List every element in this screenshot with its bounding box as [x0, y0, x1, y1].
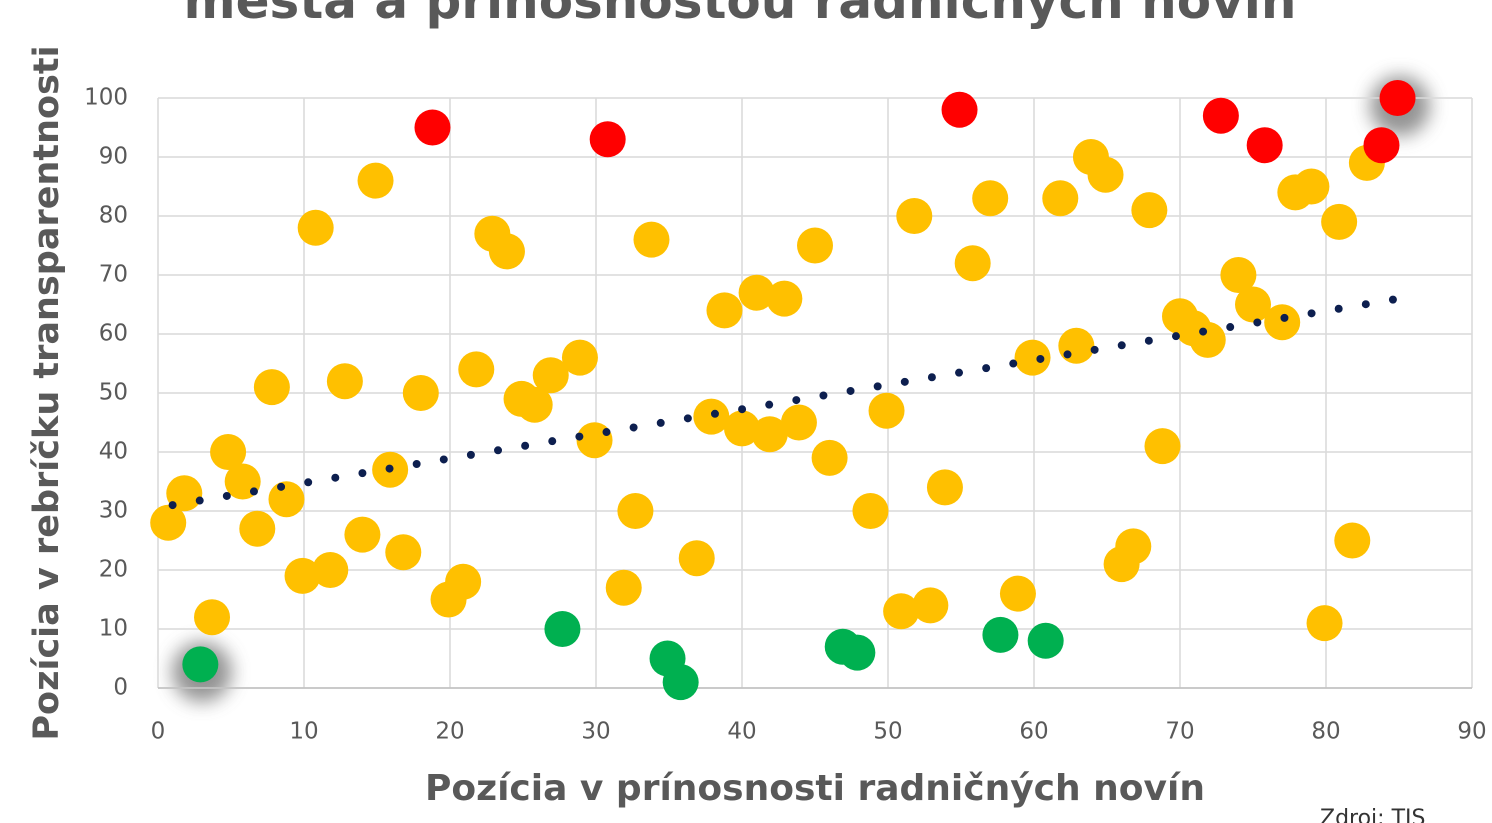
y-tick-label: 90 — [99, 144, 128, 170]
point — [544, 611, 581, 647]
point — [605, 569, 642, 606]
point — [868, 392, 905, 429]
point — [576, 422, 613, 459]
point — [268, 481, 305, 518]
y-tick-label: 50 — [99, 380, 128, 406]
point — [1202, 97, 1239, 134]
point — [589, 121, 626, 158]
point — [297, 209, 334, 246]
x-tick-label: 30 — [581, 719, 610, 745]
y-tick-label: 10 — [99, 616, 128, 642]
point — [1306, 605, 1343, 642]
point — [458, 351, 495, 388]
point — [326, 363, 363, 400]
point — [693, 398, 730, 435]
point — [344, 516, 381, 553]
point — [912, 587, 949, 624]
chart-title: mesta a prínosnosťou radničných novín — [184, 0, 1297, 30]
point — [210, 434, 247, 470]
point — [414, 109, 451, 146]
x-tick-label: 40 — [727, 719, 756, 745]
point — [1042, 180, 1079, 217]
point — [253, 369, 290, 406]
point — [1379, 80, 1416, 116]
point — [239, 510, 276, 547]
point — [941, 91, 978, 128]
point — [1189, 321, 1226, 358]
point — [797, 227, 833, 264]
y-tick-label: 60 — [99, 321, 128, 347]
point — [678, 540, 715, 577]
point — [839, 634, 876, 671]
x-tick-label: 50 — [873, 719, 902, 745]
point — [738, 274, 775, 311]
point — [780, 404, 817, 441]
point — [312, 552, 349, 588]
point — [662, 664, 699, 701]
point — [883, 593, 920, 630]
point — [852, 493, 889, 529]
y-axis-label: Pozícia v rebríčku transparentnosti — [27, 45, 67, 740]
point — [488, 233, 525, 270]
source: Zdroj: TIS — [1320, 806, 1425, 823]
point — [1131, 192, 1168, 229]
point — [954, 245, 991, 282]
point — [1334, 522, 1371, 559]
point — [896, 198, 933, 234]
point — [150, 504, 187, 541]
point — [402, 375, 439, 411]
y-tick-label: 80 — [99, 203, 128, 229]
point — [926, 469, 963, 506]
point — [1293, 168, 1330, 205]
point — [811, 439, 848, 476]
point — [1058, 327, 1095, 364]
point — [1363, 127, 1400, 164]
y-tick-label: 20 — [99, 557, 128, 583]
point — [445, 563, 482, 600]
x-tick-label: 0 — [151, 719, 166, 745]
point — [766, 280, 803, 317]
x-tick-label: 70 — [1165, 719, 1194, 745]
y-tick-label: 40 — [99, 439, 128, 465]
x-tick-label: 80 — [1311, 719, 1340, 745]
point — [1027, 622, 1064, 659]
point — [385, 534, 422, 571]
marks — [150, 80, 1416, 701]
point — [284, 557, 321, 594]
y-tick-label: 70 — [99, 262, 128, 288]
point — [532, 357, 569, 394]
point — [516, 386, 553, 423]
point — [182, 646, 219, 683]
point — [1235, 286, 1271, 323]
x-tick-label: 20 — [435, 719, 464, 745]
point — [1087, 156, 1124, 193]
point — [357, 162, 394, 199]
x-axis-label: Pozícia v prínosnosti radničných novín — [425, 768, 1205, 809]
y-tick-label: 100 — [84, 85, 128, 111]
x-tick-label: 60 — [1019, 719, 1048, 745]
y-tick-label: 0 — [113, 675, 128, 701]
point — [1264, 304, 1301, 341]
point — [1014, 339, 1051, 376]
x-tick-label: 10 — [289, 719, 318, 745]
point — [751, 416, 788, 453]
point — [972, 180, 1009, 217]
y-tick-label: 30 — [99, 498, 128, 524]
x-tick-label: 90 — [1457, 719, 1486, 745]
point — [999, 575, 1036, 612]
point — [617, 493, 654, 529]
point — [1220, 257, 1257, 293]
point — [1321, 203, 1358, 240]
point — [1115, 528, 1152, 565]
point — [1144, 428, 1181, 465]
point — [982, 616, 1019, 653]
point — [561, 339, 598, 376]
point — [724, 410, 760, 447]
point — [633, 221, 670, 258]
point — [706, 292, 743, 329]
point — [194, 599, 231, 636]
point — [1246, 127, 1283, 164]
